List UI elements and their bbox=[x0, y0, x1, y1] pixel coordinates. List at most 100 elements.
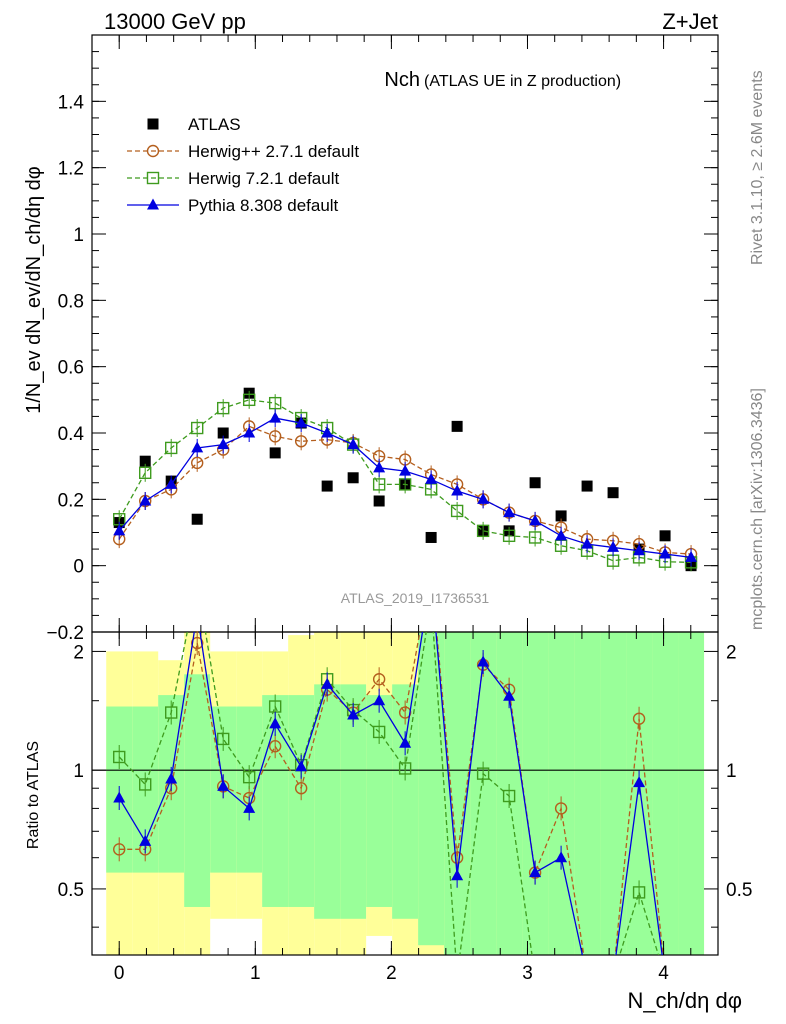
legend-marker bbox=[147, 118, 159, 130]
data-point bbox=[633, 544, 646, 556]
ratio-uncertainty-bands bbox=[106, 632, 705, 955]
data-point bbox=[268, 396, 282, 410]
data-point bbox=[528, 531, 542, 544]
plot-subtitle: (ATLAS UE in Z production) bbox=[424, 73, 621, 90]
data-point bbox=[269, 411, 282, 423]
inner-band-bin bbox=[548, 632, 575, 955]
ratio-ytick-label: 0.5 bbox=[58, 880, 84, 901]
data-point bbox=[607, 487, 619, 499]
legend-marker bbox=[146, 171, 160, 185]
data-point bbox=[555, 510, 567, 522]
inner-band-bin bbox=[600, 632, 627, 955]
ratio-point bbox=[268, 740, 282, 753]
ratio-point bbox=[450, 851, 464, 864]
ratio-point bbox=[113, 843, 126, 856]
data-point bbox=[165, 477, 178, 489]
x-tick-label: 1 bbox=[250, 963, 261, 984]
data-point bbox=[165, 441, 178, 455]
data-point bbox=[607, 540, 620, 552]
data-point bbox=[450, 504, 464, 518]
main-ytick-label: 0 bbox=[73, 557, 84, 578]
side-label-top: Rivet 3.1.10, ≥ 2.6M events bbox=[749, 70, 766, 265]
data-point bbox=[268, 430, 282, 443]
ratio-ytick-label: 2 bbox=[73, 642, 84, 663]
data-point bbox=[451, 484, 464, 496]
ratio-point bbox=[476, 767, 490, 780]
ratio-point bbox=[372, 725, 386, 739]
data-point bbox=[372, 478, 386, 491]
legend-label: ATLAS bbox=[188, 115, 241, 134]
main-ytick-label: 1.4 bbox=[58, 92, 85, 113]
data-point bbox=[217, 438, 230, 450]
inner-band-bin bbox=[288, 695, 315, 907]
ratio-point bbox=[554, 802, 568, 815]
data-point bbox=[503, 506, 516, 518]
data-point bbox=[190, 421, 204, 435]
ratio-point bbox=[398, 762, 412, 775]
ratio-point bbox=[113, 750, 126, 764]
ratio-point bbox=[477, 655, 490, 667]
x-tick-label: 2 bbox=[386, 963, 397, 984]
data-point bbox=[191, 513, 203, 525]
inner-band-bin bbox=[522, 632, 549, 955]
x-tick-label: 3 bbox=[522, 963, 533, 984]
ratio-point bbox=[217, 779, 230, 791]
data-point bbox=[139, 494, 152, 506]
ratio-point bbox=[165, 772, 178, 784]
data-point bbox=[217, 427, 229, 439]
ratio-point bbox=[632, 886, 646, 899]
ratio-point bbox=[529, 866, 542, 878]
ratio-frame bbox=[91, 631, 719, 956]
ratio-point bbox=[269, 717, 282, 729]
ratio-ytick-label: 1 bbox=[73, 761, 84, 782]
data-point bbox=[477, 492, 490, 504]
side-label-bottom: mcplots.cern.ch [arXiv:1306.3436] bbox=[749, 388, 766, 630]
inner-band-bin bbox=[314, 684, 341, 919]
x-axis-label: N_ch/dη dφ bbox=[627, 988, 742, 1013]
plot-title: Nch bbox=[384, 69, 420, 91]
data-point bbox=[581, 537, 594, 549]
analysis-watermark: ATLAS_2019_I1736531 bbox=[341, 590, 490, 606]
main-ytick-label: 0.4 bbox=[58, 424, 85, 445]
data-point bbox=[242, 393, 256, 407]
ratio-plot-panel: 0 1 2 3 4 0.5 0.5 1 1 2 2 bbox=[58, 631, 752, 984]
ratio-point bbox=[347, 708, 360, 720]
main-ytick-label: 1 bbox=[73, 225, 84, 246]
ratio-point bbox=[555, 851, 568, 863]
ratio-point bbox=[398, 706, 412, 719]
data-point bbox=[321, 480, 333, 492]
data-point bbox=[373, 495, 385, 507]
data-point bbox=[294, 435, 308, 448]
ratio-ytick-label-right: 1 bbox=[726, 761, 737, 782]
legend-label: Herwig 7.2.1 default bbox=[188, 169, 339, 188]
ratio-point bbox=[165, 706, 178, 719]
data-point bbox=[113, 524, 126, 536]
inner-band-bin bbox=[574, 632, 601, 955]
data-point bbox=[190, 456, 204, 470]
ratio-point bbox=[139, 778, 152, 791]
ratio-ytick-label-right: 0.5 bbox=[726, 880, 752, 901]
data-point bbox=[139, 455, 151, 467]
ratio-point bbox=[633, 776, 646, 788]
ratio-point bbox=[216, 732, 230, 746]
ratio-point bbox=[502, 789, 516, 803]
data-point bbox=[321, 426, 334, 438]
inner-band-bin bbox=[470, 632, 497, 955]
ratio-point bbox=[321, 677, 334, 689]
ratio-point bbox=[632, 712, 646, 725]
main-frame bbox=[91, 34, 719, 633]
main-ytick-label: 1.2 bbox=[58, 159, 84, 180]
ratio-point bbox=[294, 782, 308, 795]
data-point bbox=[243, 426, 256, 438]
main-plot-panel: −0.2 0 0.2 0.4 0.6 0.8 1 1.2 1.4 bbox=[46, 34, 719, 644]
ratio-point bbox=[399, 736, 412, 748]
inner-band-bin bbox=[444, 632, 471, 955]
data-point bbox=[216, 401, 230, 415]
data-point bbox=[685, 550, 698, 562]
inner-band-bin bbox=[678, 632, 705, 955]
main-ytick-label: 0.8 bbox=[58, 291, 84, 312]
data-point bbox=[269, 447, 281, 459]
ratio-y-axis-label: Ratio to ATLAS bbox=[25, 741, 42, 849]
data-point bbox=[502, 529, 516, 543]
